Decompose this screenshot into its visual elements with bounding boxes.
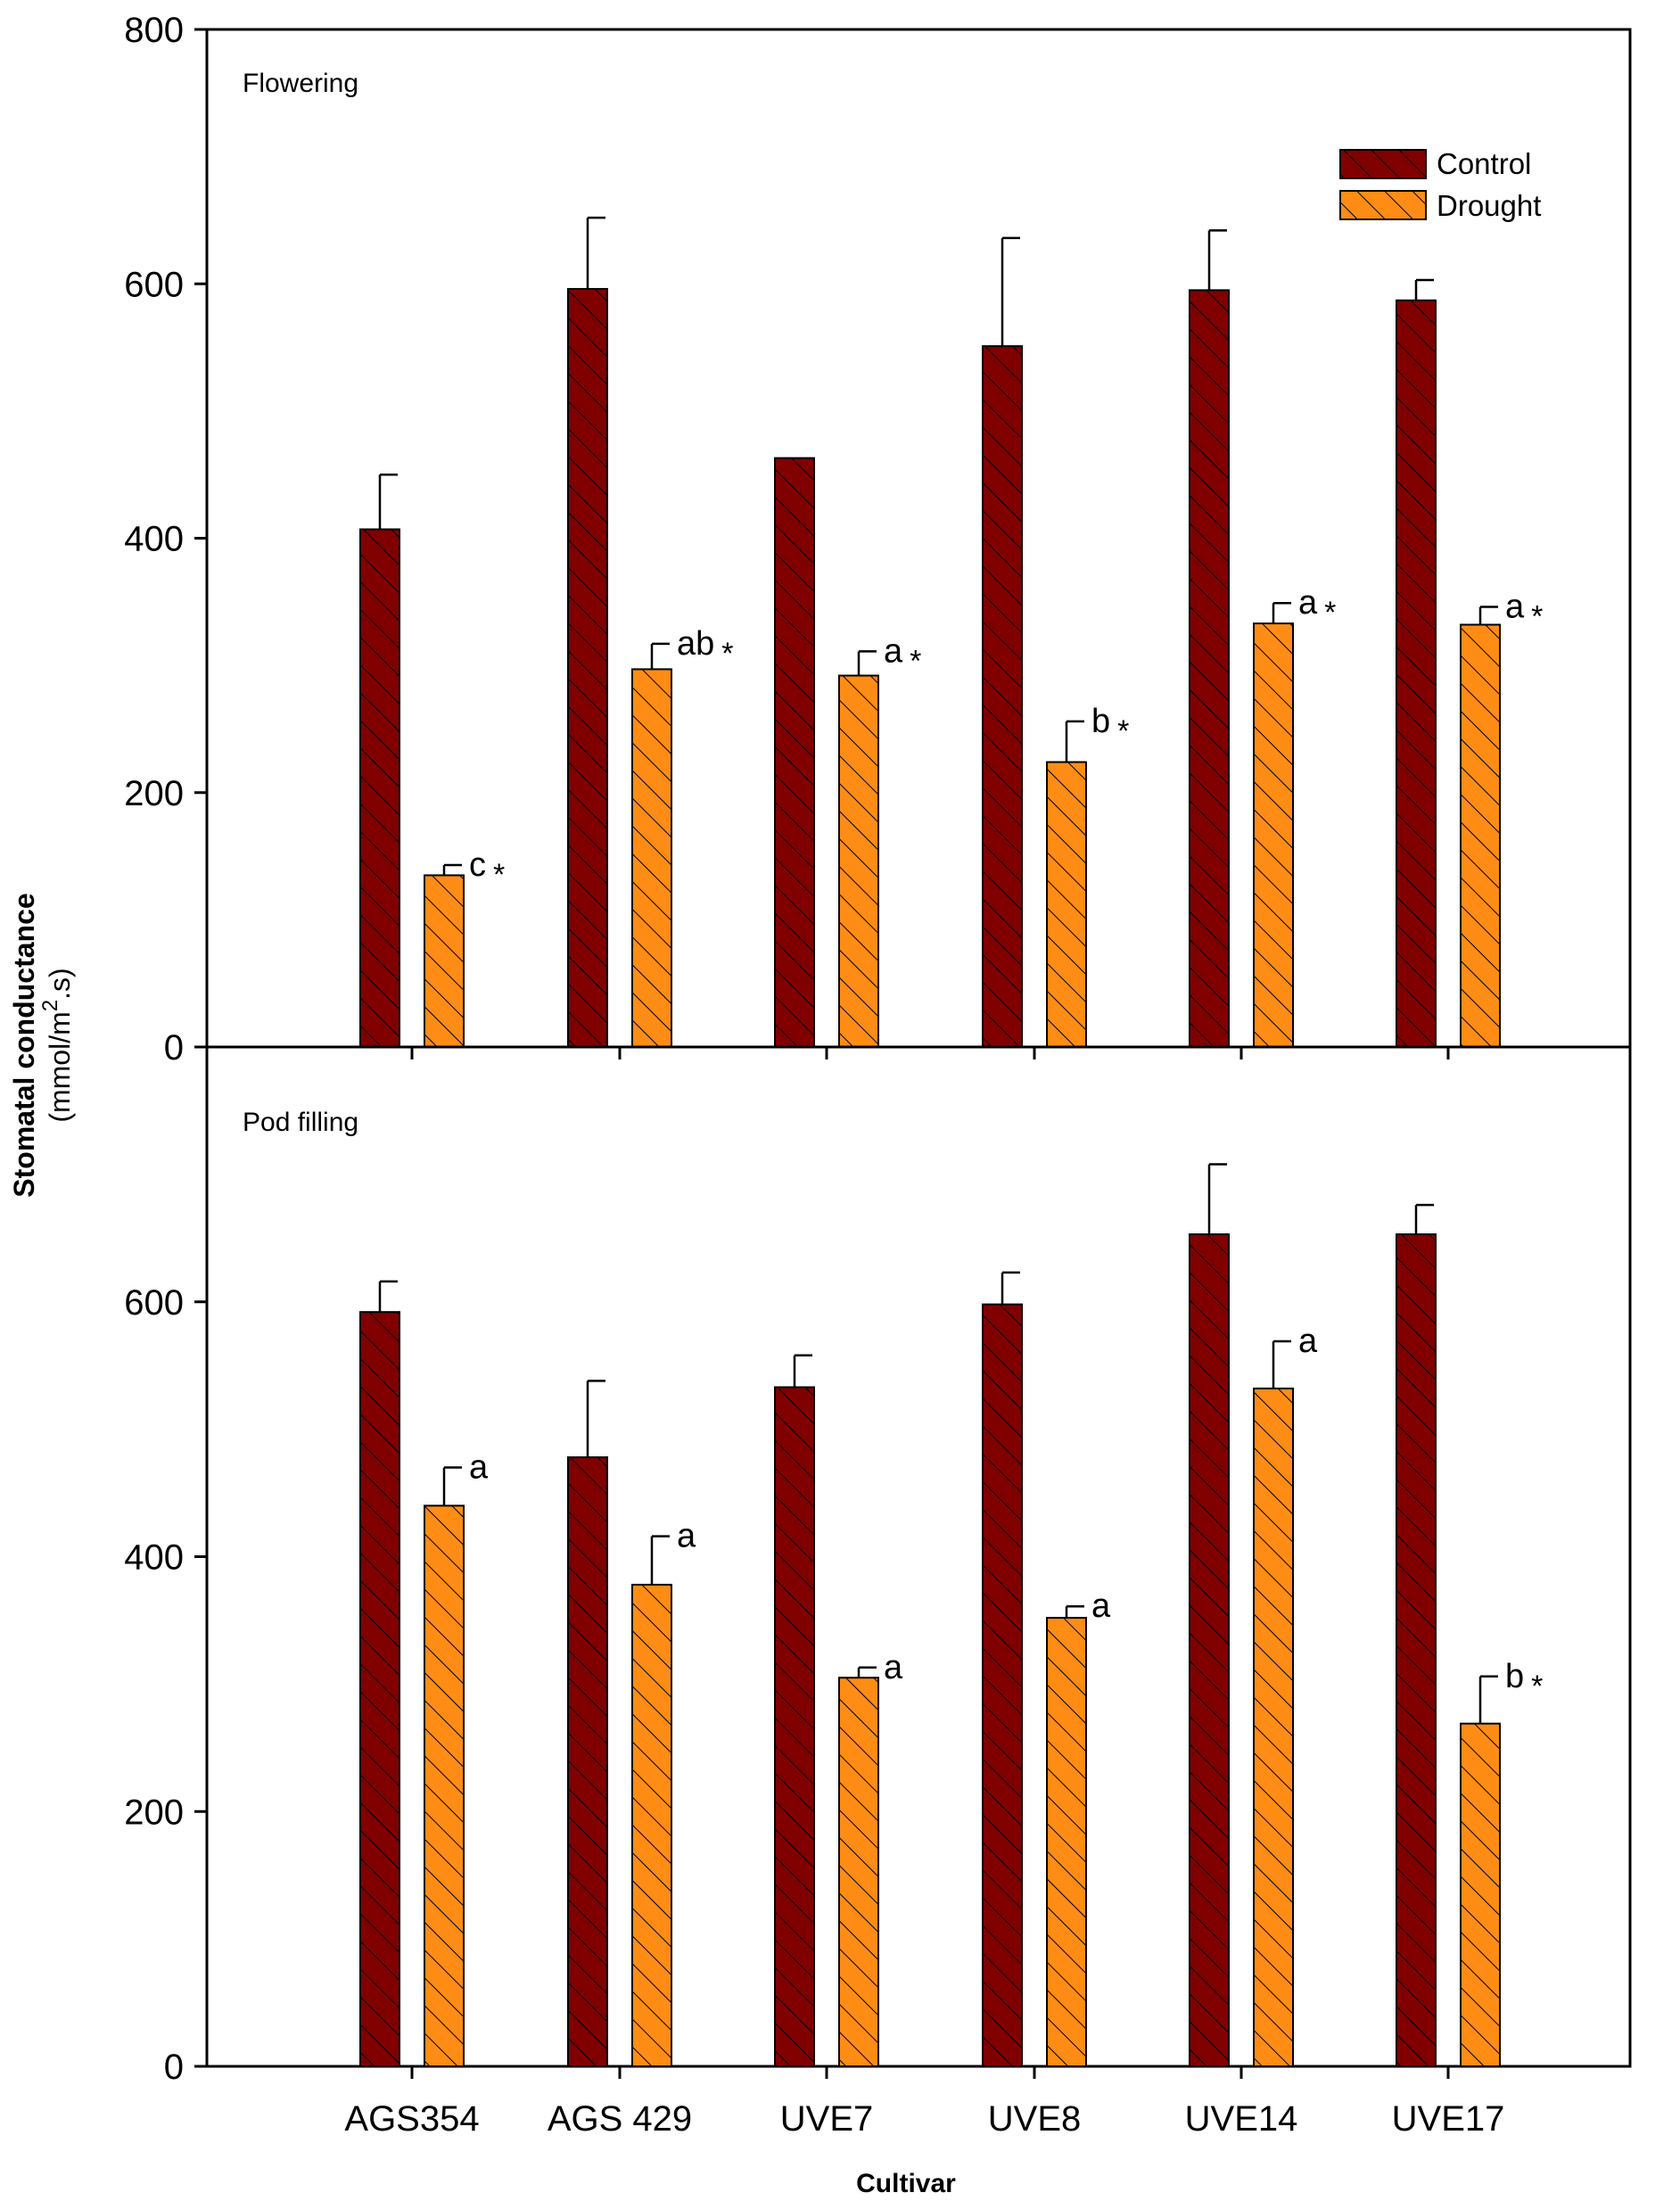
bar-control — [359, 528, 400, 1048]
y-tick-label: 600 — [124, 1283, 184, 1323]
significance-label: a * — [884, 632, 921, 678]
bar-drought — [1460, 1722, 1501, 2067]
bar-drought — [1460, 623, 1501, 1048]
y-axis-unit: (mmol/m2.s) — [38, 968, 76, 1122]
x-category-label: UVE14 — [1185, 2099, 1298, 2139]
bar-drought — [1253, 1387, 1294, 2067]
bar-control — [1396, 299, 1437, 1048]
bar-control — [567, 287, 608, 1048]
bar-control — [1396, 1233, 1437, 2067]
y-tick-label: 400 — [124, 1538, 184, 1578]
y-tick-label: 600 — [124, 265, 184, 304]
panel-label: Flowering — [243, 69, 358, 98]
y-axis-title: Stomatal conductance (mmol/m2.s) — [8, 893, 76, 1197]
legend-swatch-drought — [1339, 190, 1427, 220]
bar-drought — [838, 674, 879, 1048]
panel-flowering: Flowering 0 200 400 600 800 c * ab * a * b * a * a * — [124, 11, 1632, 1068]
x-axis-label: Cultivar — [856, 2169, 956, 2198]
legend: Control Drought — [1339, 147, 1541, 222]
bar-drought — [424, 874, 465, 1048]
significance-label: a — [1298, 1323, 1318, 1360]
y-tick-label: 200 — [124, 774, 184, 813]
significance-label: b * — [1091, 703, 1129, 748]
y-tick-label: 0 — [164, 2048, 184, 2087]
significance-label: a * — [1298, 584, 1336, 630]
legend-label-control: Control — [1437, 147, 1531, 180]
x-category-label: UVE8 — [988, 2099, 1082, 2139]
bar-drought — [631, 1583, 672, 2067]
significance-label: a — [677, 1518, 696, 1555]
legend-swatch-control — [1339, 149, 1427, 179]
legend-label-drought: Drought — [1437, 189, 1541, 222]
y-tick-label: 800 — [124, 11, 184, 50]
bar-control — [774, 1386, 815, 2067]
panel-label: Pod filling — [243, 1108, 358, 1137]
bar-drought — [1046, 1617, 1087, 2067]
bar-control — [1189, 1233, 1230, 2067]
significance-label: a * — [1505, 589, 1543, 634]
significance-label: a — [469, 1448, 489, 1486]
bar-control — [774, 457, 815, 1048]
significance-label: a — [884, 1649, 903, 1686]
bar-drought — [1046, 761, 1087, 1049]
bar-control — [359, 1311, 400, 2068]
panel-pod-filling: Pod filling 0 200 400 600 a a a a a b * — [124, 1045, 1632, 2087]
bar-drought — [1253, 622, 1294, 1049]
bar-control — [982, 345, 1023, 1049]
bar-control — [567, 1456, 608, 2067]
bar-control — [1189, 289, 1230, 1049]
y-axis-label: Stomatal conductance — [8, 893, 40, 1197]
y-tick-label: 200 — [124, 1793, 184, 1832]
significance-label: b * — [1505, 1658, 1543, 1703]
bar-drought — [424, 1504, 465, 2067]
x-category-label: UVE7 — [780, 2099, 874, 2139]
x-category-label: AGS354 — [344, 2099, 479, 2139]
y-tick-label: 400 — [124, 520, 184, 559]
bar-control — [982, 1303, 1023, 2068]
x-category-label: UVE17 — [1392, 2099, 1505, 2139]
y-tick-label: 0 — [164, 1028, 184, 1068]
significance-label: ab * — [677, 625, 734, 671]
bar-drought — [631, 668, 672, 1048]
bar-drought — [838, 1677, 879, 2067]
x-category-label: AGS 429 — [548, 2099, 692, 2139]
significance-label: c * — [469, 846, 505, 892]
significance-label: a — [1091, 1587, 1111, 1625]
